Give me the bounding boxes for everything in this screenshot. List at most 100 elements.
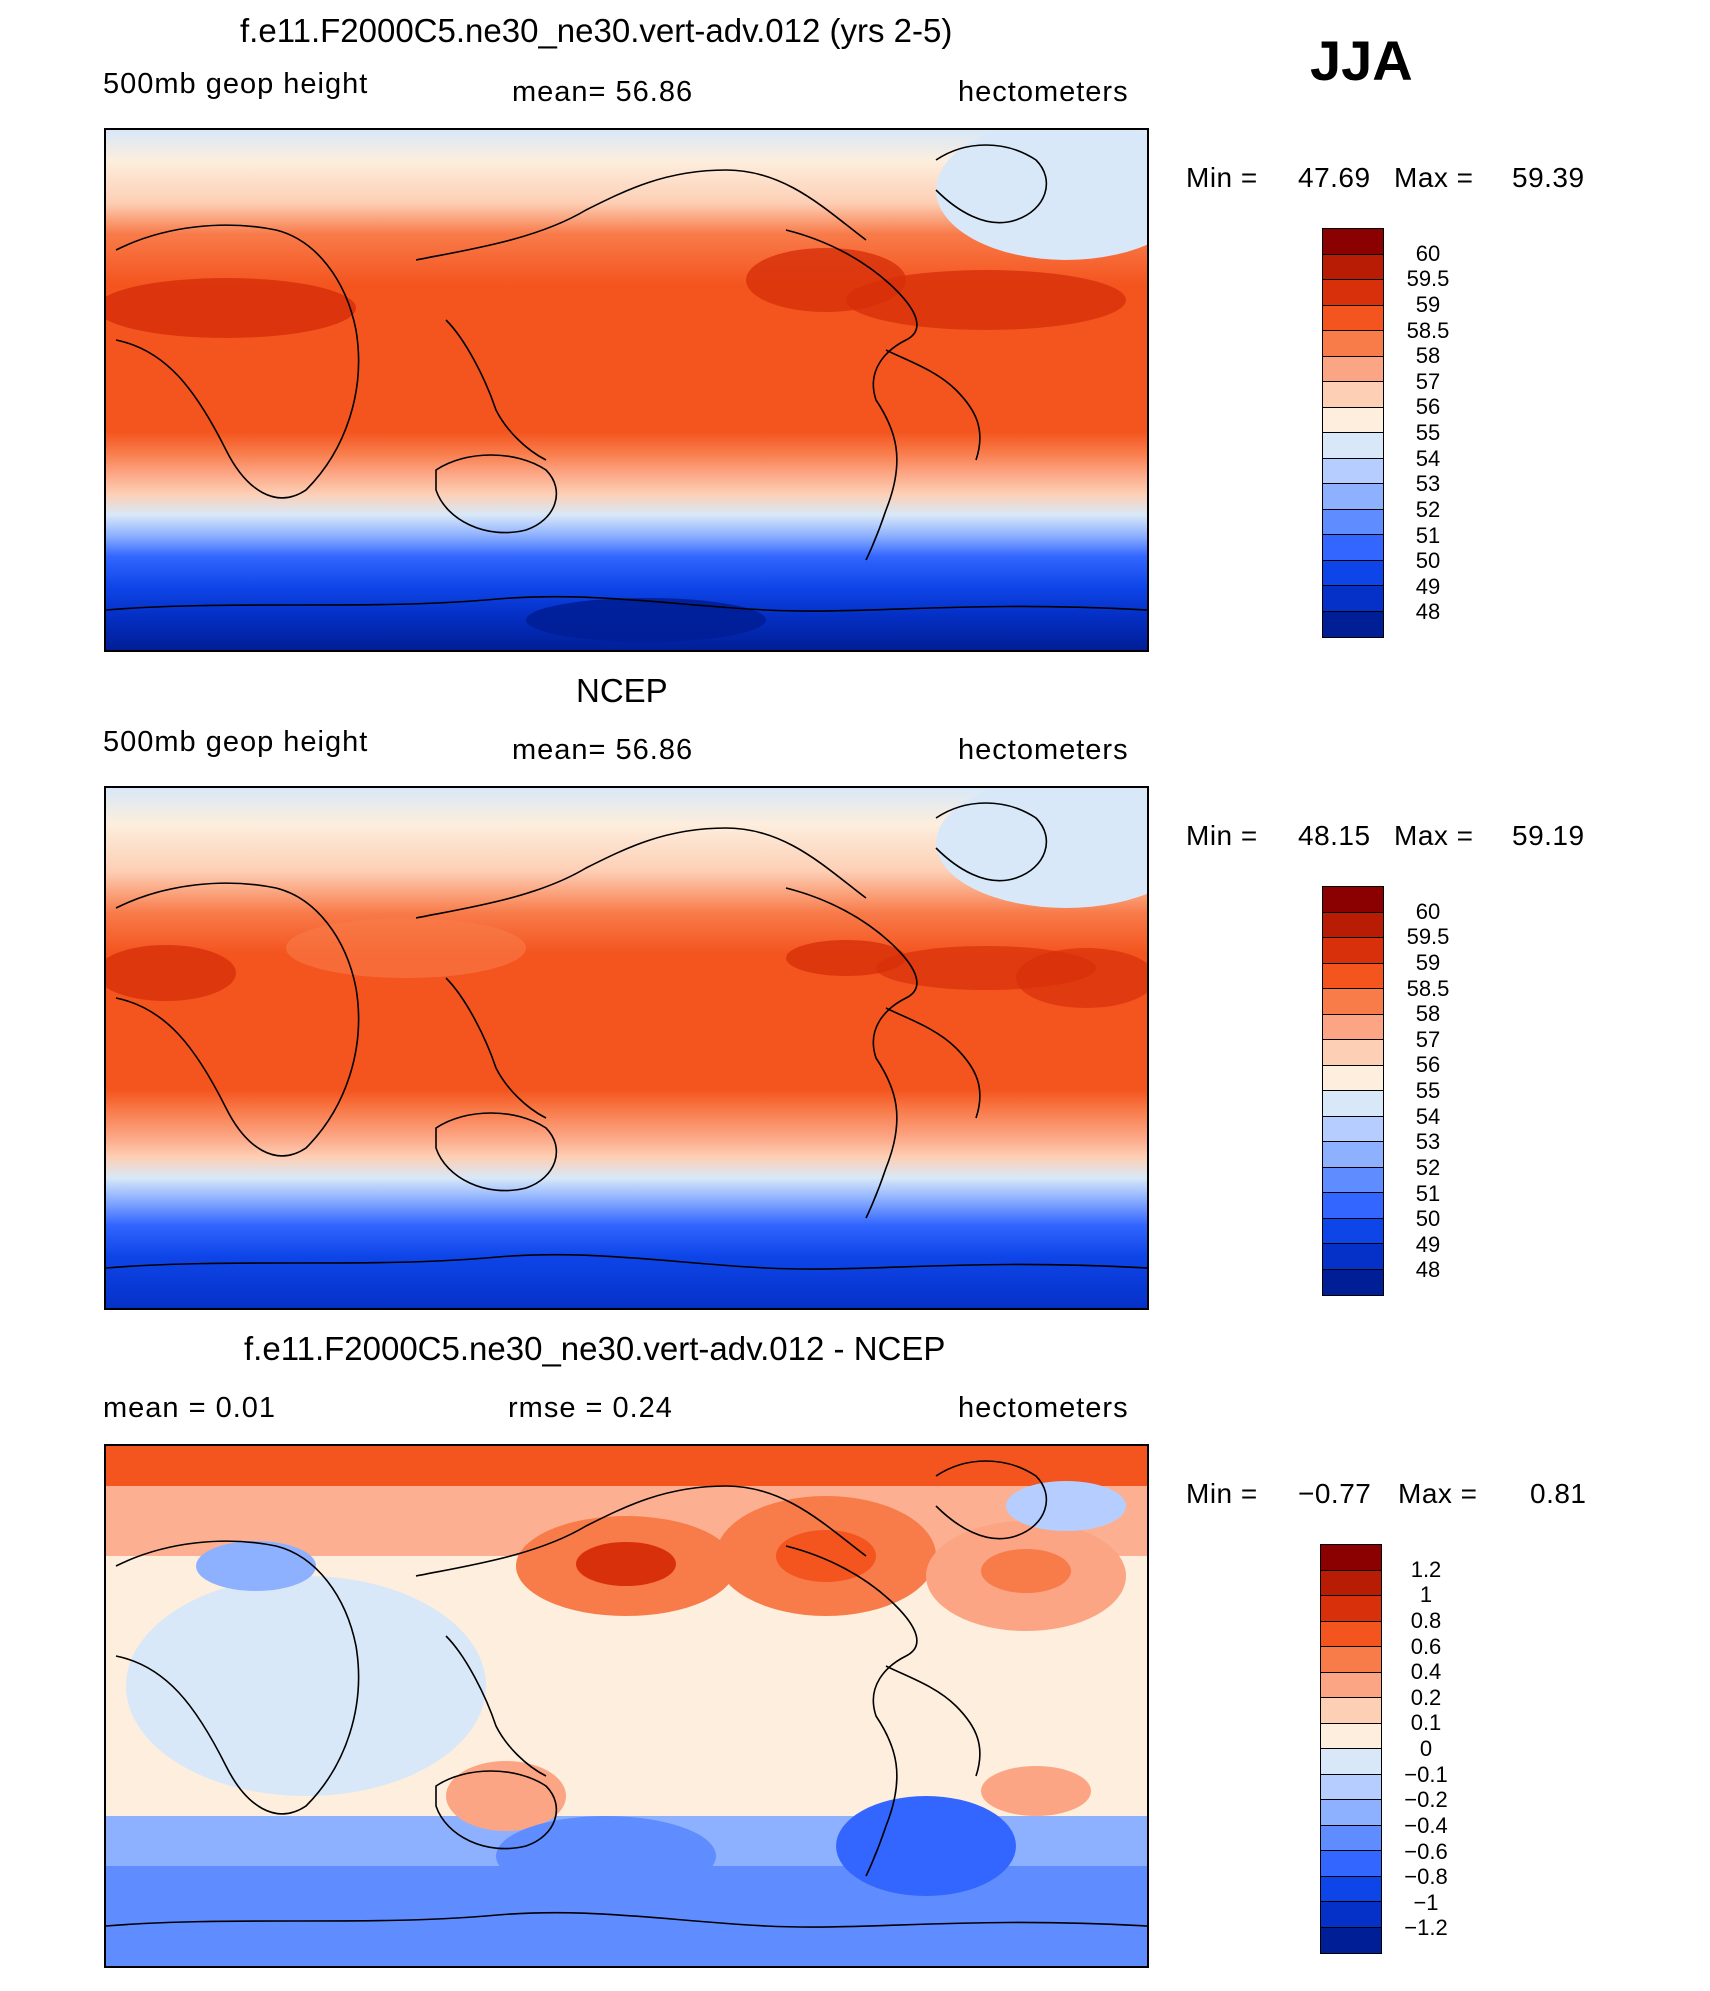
colorbar-tick-label: 1.2: [1410, 1556, 1442, 1582]
colorbar-tick-label: 58: [1415, 1001, 1441, 1027]
colorbar-tick-label: −1.2: [1404, 1915, 1448, 1941]
colorbar-swatch: [1323, 356, 1383, 382]
panel-1-units: hectometers: [958, 76, 1129, 108]
colorbar-tick-label: −0.2: [1404, 1787, 1448, 1813]
panel-3-rmse: rmse = 0.24: [508, 1392, 673, 1424]
colorbar-swatch: [1323, 1244, 1383, 1270]
colorbar-swatch: [1321, 1698, 1381, 1724]
panel-3-max-value: 0.81: [1530, 1478, 1587, 1509]
colorbar-tick-label: 59: [1415, 949, 1441, 975]
panel-1-left-label: 500mb geop height: [103, 68, 369, 100]
colorbar-tick-label: 0.8: [1410, 1607, 1442, 1633]
colorbar-swatch: [1323, 1065, 1383, 1091]
colorbar-swatch: [1321, 1876, 1381, 1902]
colorbar-swatch: [1321, 1902, 1381, 1928]
colorbar-tick-label: 53: [1415, 471, 1441, 497]
colorbar-swatch: [1323, 1193, 1383, 1219]
colorbar-swatch: [1323, 280, 1383, 306]
colorbar-tick-label: 49: [1415, 1231, 1441, 1257]
colorbar-tick-label: 59: [1415, 291, 1441, 317]
colorbar-tick-label: 59.5: [1406, 924, 1450, 950]
colorbar-tick-label: −0.4: [1404, 1812, 1448, 1838]
colorbar-tick-label: 55: [1415, 1078, 1441, 1103]
colorbar-swatch: [1323, 1014, 1383, 1040]
colorbar-tick-label: 54: [1415, 445, 1441, 471]
panel-3-min-value: −0.77: [1298, 1478, 1372, 1509]
colorbar-swatch: [1323, 1167, 1383, 1193]
colorbar-tick-label: 49: [1415, 573, 1441, 599]
colorbar-tick-label: 51: [1415, 1180, 1441, 1206]
colorbar-swatch: [1323, 963, 1383, 989]
colorbar-swatch: [1321, 1545, 1381, 1571]
colorbar-tick-label: 60: [1415, 898, 1441, 924]
colorbar-swatch: [1321, 1927, 1381, 1953]
colorbar-swatch: [1321, 1825, 1381, 1851]
colorbar-swatch: [1321, 1774, 1381, 1800]
colorbar-swatch: [1323, 1040, 1383, 1066]
panel-2-colorbar: [1322, 886, 1384, 1296]
panel-1-min-label: Min =: [1186, 162, 1258, 193]
colorbar-tick-label: 48: [1415, 1257, 1441, 1283]
colorbar-swatch: [1323, 229, 1383, 255]
colorbar-swatch: [1321, 1570, 1381, 1596]
colorbar-swatch: [1323, 586, 1383, 612]
colorbar-tick-label: 52: [1415, 496, 1441, 522]
colorbar-tick-label: 53: [1415, 1129, 1441, 1155]
colorbar-swatch: [1323, 535, 1383, 561]
colorbar-tick-label: 0.6: [1410, 1633, 1442, 1659]
colorbar-swatch: [1323, 1142, 1383, 1168]
season-label: JJA: [1310, 29, 1413, 92]
panel-1-map: [104, 128, 1149, 652]
colorbar-tick-label: 0.1: [1410, 1710, 1442, 1736]
colorbar-tick-label: 56: [1415, 394, 1441, 420]
colorbar-tick-label: 58.5: [1406, 317, 1450, 343]
colorbar-swatch: [1323, 433, 1383, 459]
panel-2-title: NCEP: [576, 672, 668, 709]
colorbar-tick-label: 1: [1419, 1582, 1433, 1608]
colorbar-tick-label: −1: [1413, 1889, 1439, 1915]
colorbar-swatch: [1323, 331, 1383, 357]
panel-1-coastlines: [106, 144, 1147, 612]
colorbar-tick-label: 48: [1415, 599, 1441, 625]
panel-1-max-label: Max =: [1394, 162, 1474, 193]
colorbar-swatch: [1321, 1723, 1381, 1749]
colorbar-swatch: [1323, 484, 1383, 510]
colorbar-swatch: [1323, 254, 1383, 280]
colorbar-tick-label: 51: [1415, 522, 1441, 548]
colorbar-tick-label: 50: [1415, 548, 1441, 574]
panel-2-min-label: Min =: [1186, 820, 1258, 851]
colorbar-tick-label: 58.5: [1406, 975, 1450, 1001]
colorbar-tick-label: 58: [1415, 343, 1441, 369]
colorbar-tick-label: 52: [1415, 1154, 1441, 1180]
colorbar-swatch: [1323, 989, 1383, 1015]
panel-3-units: hectometers: [958, 1392, 1129, 1424]
colorbar-swatch: [1321, 1647, 1381, 1673]
colorbar-swatch: [1323, 611, 1383, 637]
colorbar-swatch: [1321, 1851, 1381, 1877]
colorbar-swatch: [1323, 887, 1383, 913]
panel-2-units: hectometers: [958, 734, 1129, 766]
colorbar-swatch: [1321, 1800, 1381, 1826]
panel-2-min-value: 48.15: [1298, 820, 1371, 851]
panel-3-max-label: Max =: [1398, 1478, 1478, 1509]
colorbar-tick-label: 0: [1419, 1736, 1433, 1761]
colorbar-swatch: [1323, 1218, 1383, 1244]
colorbar-swatch: [1323, 305, 1383, 331]
panel-3-min-label: Min =: [1186, 1478, 1258, 1509]
colorbar-swatch: [1323, 1091, 1383, 1117]
panel-2-coastlines: [106, 802, 1147, 1270]
colorbar-tick-label: −0.1: [1404, 1761, 1448, 1787]
colorbar-tick-label: 59.5: [1406, 266, 1450, 292]
colorbar-swatch: [1323, 509, 1383, 535]
colorbar-swatch: [1323, 407, 1383, 433]
panel-3-colorbar: [1320, 1544, 1382, 1954]
panel-1-max-value: 59.39: [1512, 162, 1585, 193]
colorbar-swatch: [1321, 1672, 1381, 1698]
colorbar-swatch: [1323, 560, 1383, 586]
panel-2-left-label: 500mb geop height: [103, 726, 369, 758]
colorbar-tick-label: 50: [1415, 1206, 1441, 1232]
panel-2-mean: mean= 56.86: [512, 734, 694, 766]
colorbar-swatch: [1321, 1596, 1381, 1622]
panel-1-mean: mean= 56.86: [512, 76, 694, 108]
panel-3-map: [104, 1444, 1149, 1968]
